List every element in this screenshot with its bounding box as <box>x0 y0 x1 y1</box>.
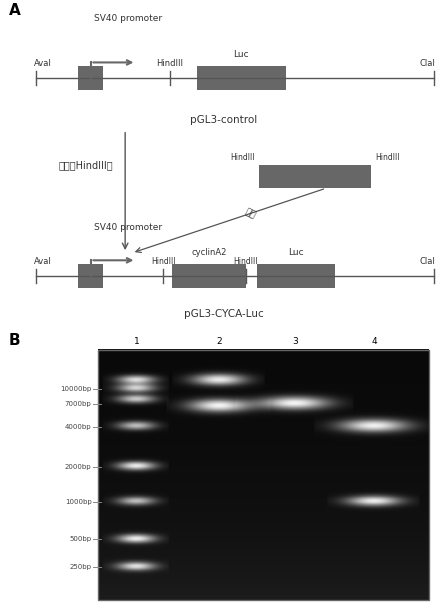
Text: Luc: Luc <box>288 248 304 257</box>
Text: HindIII: HindIII <box>234 257 258 266</box>
Text: 1: 1 <box>134 337 139 346</box>
Text: HindIII: HindIII <box>375 153 400 162</box>
Text: 2000bp: 2000bp <box>65 464 92 469</box>
Text: 酵切（HindIII）: 酵切（HindIII） <box>58 160 113 170</box>
Text: A: A <box>9 3 21 18</box>
Bar <box>257 264 335 288</box>
Text: 500bp: 500bp <box>70 536 92 542</box>
Text: AvaI: AvaI <box>34 59 51 68</box>
Text: 连接: 连接 <box>244 207 257 220</box>
Text: 7000bp: 7000bp <box>65 401 92 407</box>
Text: pGL3-control: pGL3-control <box>190 115 257 125</box>
Bar <box>172 264 246 288</box>
Text: 1000bp: 1000bp <box>65 499 92 505</box>
Text: SV40 promoter: SV40 promoter <box>94 13 162 23</box>
Bar <box>78 264 103 288</box>
Text: SV40 promoter: SV40 promoter <box>94 223 162 232</box>
Text: HindIII: HindIII <box>151 257 175 266</box>
Bar <box>98 350 429 600</box>
Text: ClaI: ClaI <box>420 59 436 68</box>
Text: 4: 4 <box>372 337 377 346</box>
Text: ClaI: ClaI <box>420 257 436 266</box>
Text: 10000bp: 10000bp <box>60 386 92 392</box>
Text: 3: 3 <box>292 337 298 346</box>
Bar <box>259 165 371 188</box>
Bar <box>197 65 286 90</box>
Text: pGL3-CYCA-Luc: pGL3-CYCA-Luc <box>184 310 263 319</box>
Text: 4000bp: 4000bp <box>65 424 92 430</box>
Text: HindIII: HindIII <box>156 59 183 68</box>
Text: 250bp: 250bp <box>70 564 92 570</box>
Text: AvaI: AvaI <box>34 257 51 266</box>
Bar <box>78 65 103 90</box>
Text: 2: 2 <box>216 337 222 346</box>
Text: HindIII: HindIII <box>230 153 255 162</box>
Text: cyclinA2: cyclinA2 <box>191 248 227 257</box>
Text: Luc: Luc <box>234 50 249 59</box>
Text: B: B <box>9 333 21 348</box>
